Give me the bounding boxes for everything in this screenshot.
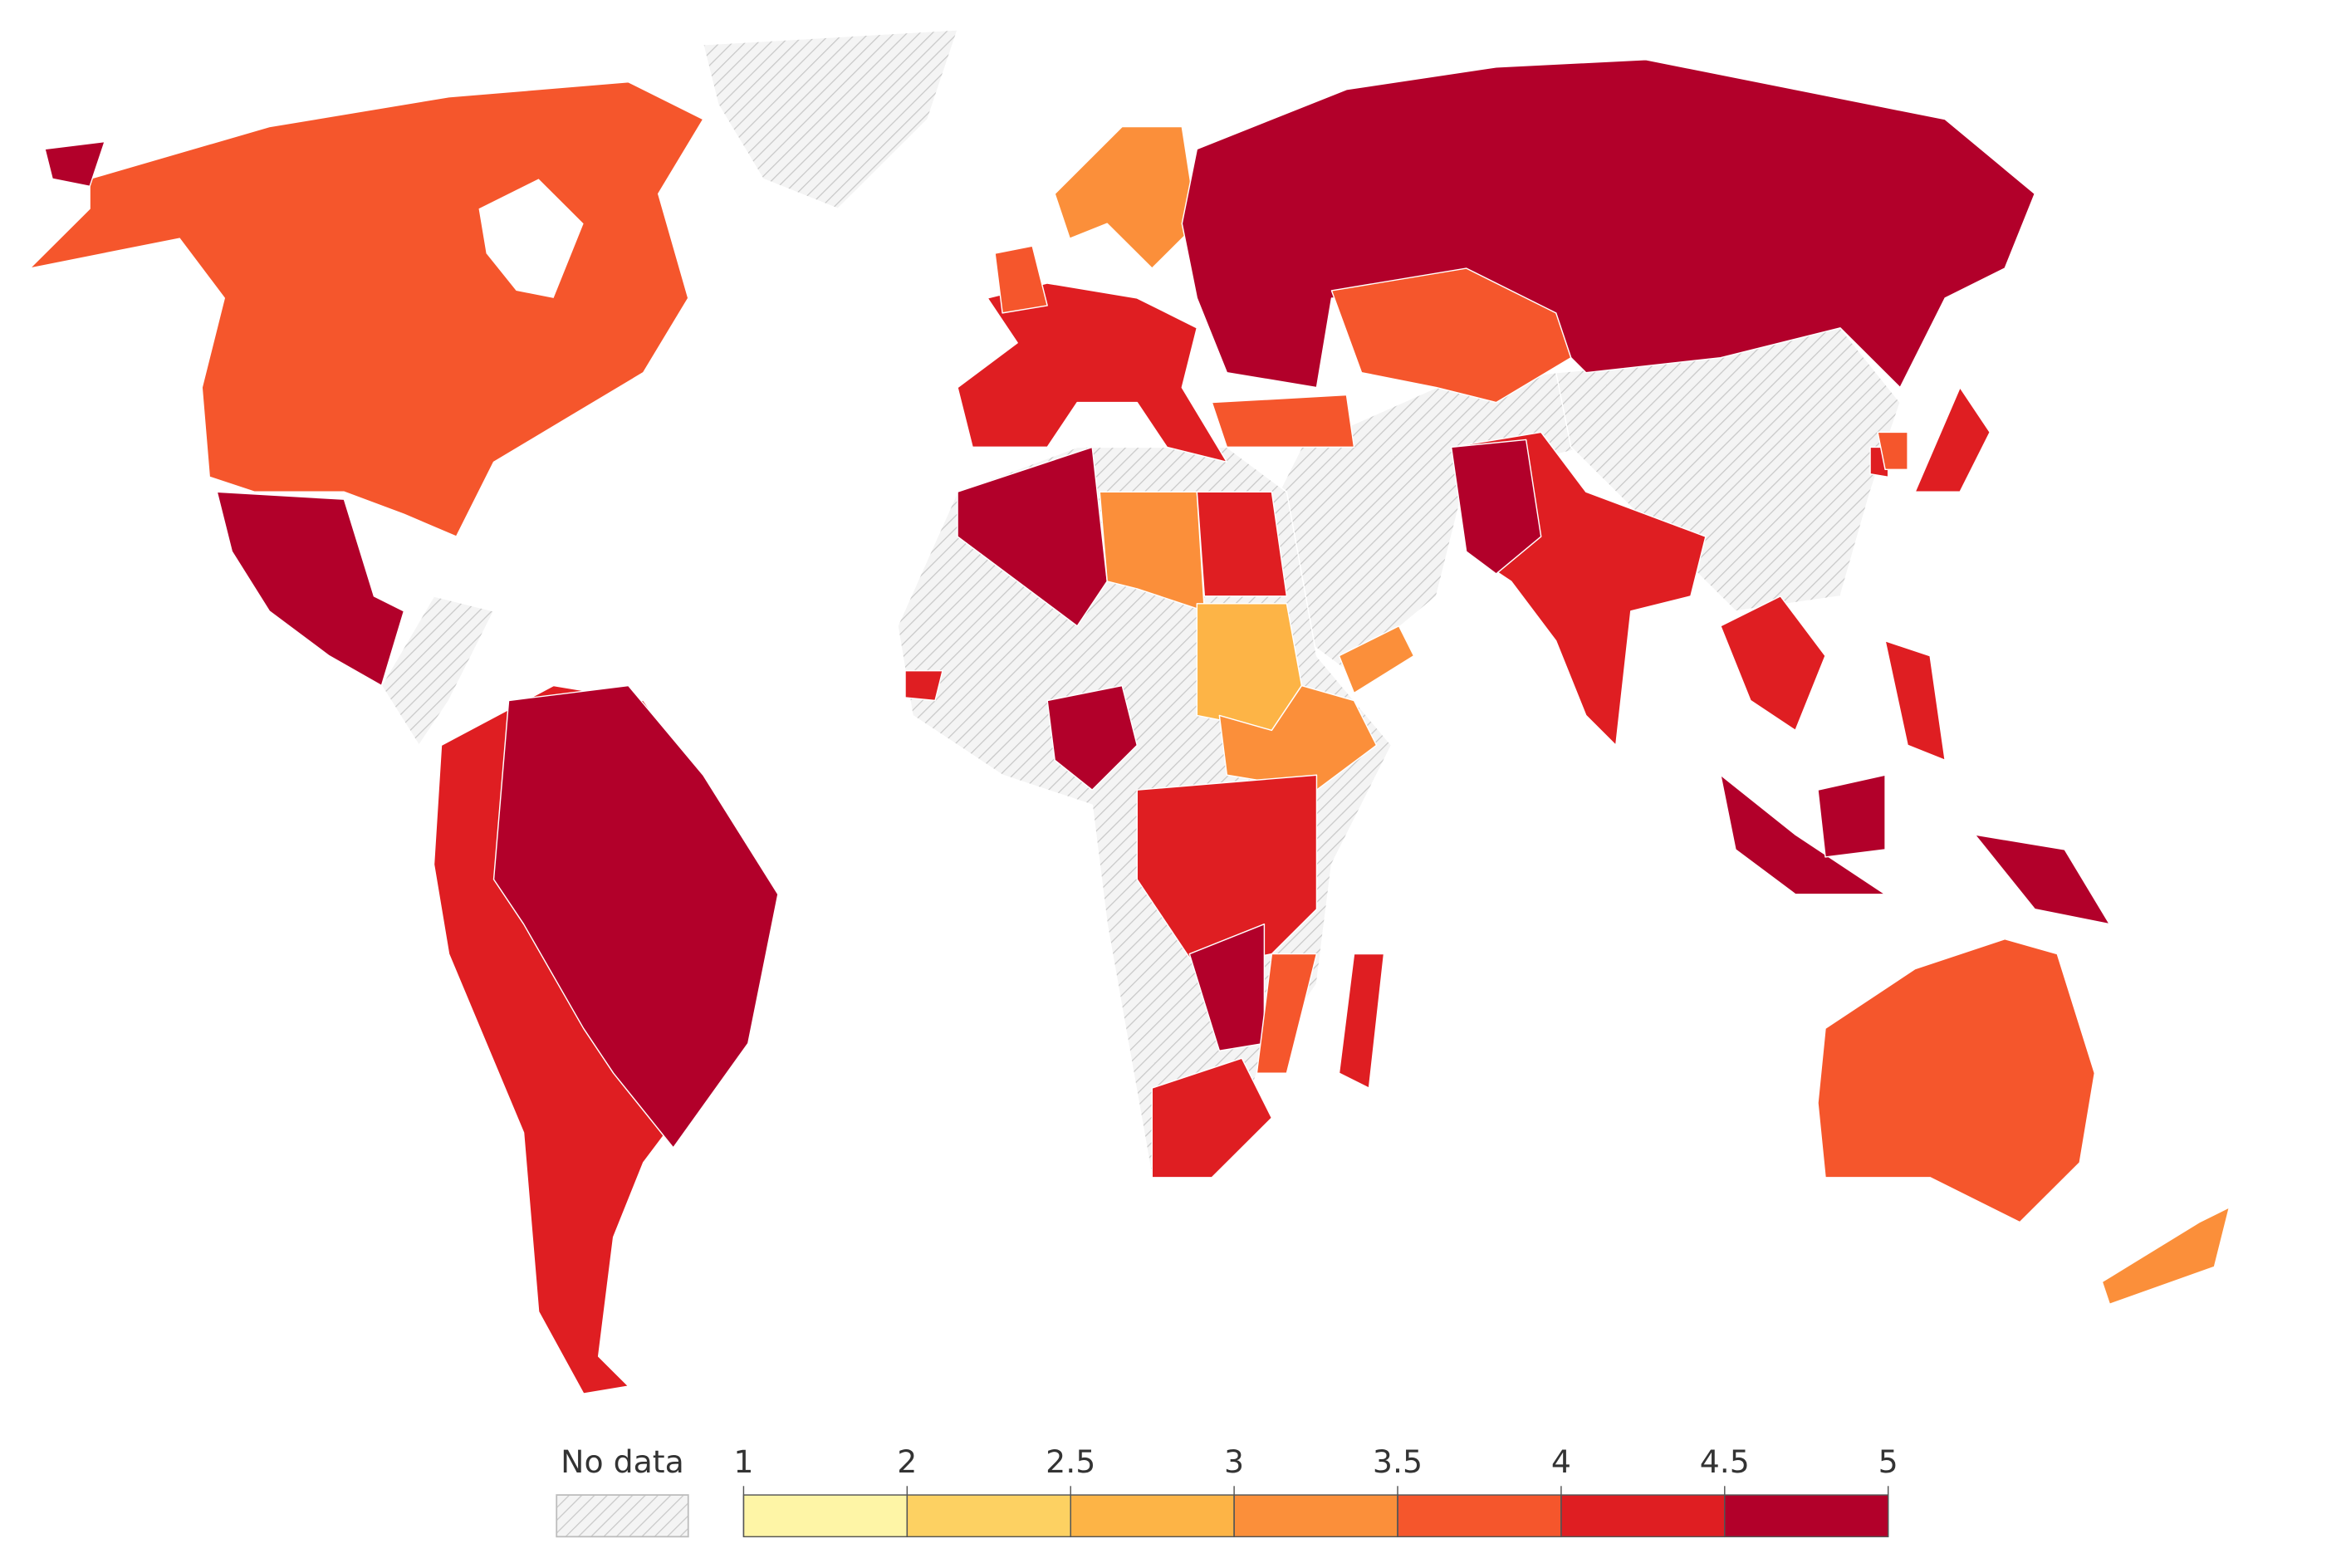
no-data-area: [703, 29, 958, 209]
legend-tick-label: 2.5: [1046, 1443, 1095, 1480]
legend-bin: [742, 1494, 909, 1538]
region: [1256, 953, 1318, 1074]
region: [1151, 1057, 1273, 1178]
legend-tick-label: 5: [1878, 1443, 1898, 1480]
legend-bin: [1560, 1494, 1726, 1538]
region: [29, 81, 704, 537]
region: [994, 245, 1048, 314]
legend-bin: [1070, 1494, 1235, 1538]
region: [1338, 625, 1415, 694]
color-scale: 1 2 2.5 3 3.5 4 4.5 5: [733, 1443, 1898, 1538]
region: [1877, 431, 1908, 471]
region: [904, 669, 943, 702]
legend-tick-label: 4: [1551, 1443, 1571, 1480]
region: [1196, 491, 1288, 597]
region: [1218, 684, 1378, 791]
region: [1720, 774, 1886, 895]
region: [1338, 953, 1385, 1089]
region: [1914, 386, 1991, 492]
legend-tick-label: 1: [733, 1443, 753, 1480]
legend-tick-label: 3: [1224, 1443, 1244, 1480]
land: [29, 29, 2231, 1394]
region: [957, 446, 1108, 627]
legend: No data 1 2 2.5 3 3.5 4 4.5 5: [556, 1443, 1898, 1538]
legend-tick-label: 4.5: [1700, 1443, 1750, 1480]
region: [1450, 439, 1542, 575]
region: [1099, 491, 1206, 612]
no-data-label: No data: [561, 1443, 684, 1480]
legend-bin: [906, 1494, 1071, 1538]
region: [1211, 394, 1355, 448]
legend-bin: [1397, 1494, 1562, 1538]
region: [44, 140, 105, 188]
water: [478, 179, 584, 298]
no-data-swatch: [556, 1494, 689, 1538]
region: [1817, 774, 1886, 858]
region: [1974, 834, 2111, 925]
legend-bin: [1724, 1494, 1889, 1538]
region: [1046, 684, 1138, 791]
legend-bin: [1233, 1494, 1398, 1538]
no-data-area: [380, 595, 495, 747]
region: [492, 684, 779, 1149]
region: [1330, 267, 1572, 404]
region: [216, 491, 405, 687]
legend-tick-label: 2: [897, 1443, 917, 1480]
region: [1817, 938, 2096, 1223]
region: [1884, 639, 1946, 762]
region: [1181, 59, 2035, 389]
legend-tick-label: 3.5: [1373, 1443, 1423, 1480]
region: [2101, 1206, 2231, 1306]
region: [957, 282, 1228, 463]
region: [1720, 595, 1826, 732]
region: [1054, 125, 1198, 269]
